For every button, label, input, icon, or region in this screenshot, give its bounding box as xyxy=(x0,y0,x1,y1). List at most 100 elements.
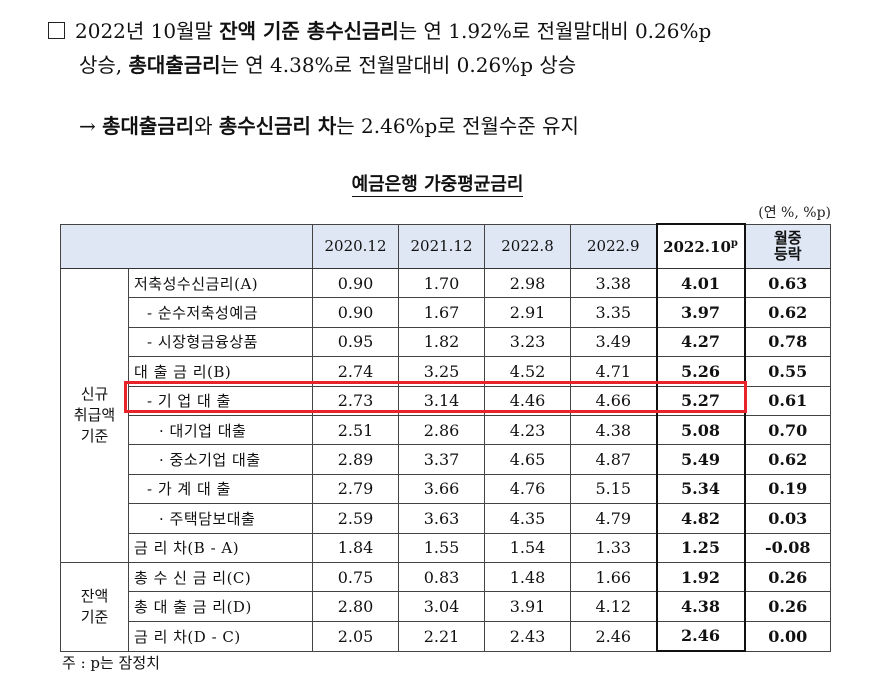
change-cell: 0.55 xyxy=(744,356,831,387)
value-cell: 3.91 xyxy=(484,591,571,622)
header-col: 2020.12 xyxy=(312,223,399,269)
value-cell: 1.67 xyxy=(398,297,485,328)
value-cell: 1.25 xyxy=(655,532,746,563)
table-row: · 대기업 대출 2.51 2.86 4.23 4.38 5.08 0.70 xyxy=(61,414,831,446)
value-cell: 4.46 xyxy=(484,385,571,416)
value-cell: 3.14 xyxy=(398,385,485,416)
change-cell: 0.19 xyxy=(744,473,831,505)
value-cell: 4.38 xyxy=(570,414,657,446)
value-cell: 2.86 xyxy=(398,414,485,446)
value-cell: 1.92 xyxy=(655,561,746,593)
row-label: 대 출 금 리(B) xyxy=(128,356,313,387)
header-blank xyxy=(60,223,313,269)
value-cell: 2.46 xyxy=(570,620,657,652)
row-label: 총 수 신 금 리(C) xyxy=(128,561,313,593)
value-cell: 4.76 xyxy=(484,473,571,505)
row-label: - 시장형금융상품 xyxy=(128,326,313,358)
value-cell: 1.55 xyxy=(398,532,485,563)
table-row: - 가 계 대 출 2.79 3.66 4.76 5.15 5.34 0.19 xyxy=(61,473,831,505)
value-cell: 1.33 xyxy=(570,532,657,563)
value-cell: 5.27 xyxy=(655,385,746,416)
value-cell: 2.89 xyxy=(312,444,399,475)
summary-paragraph-1: 2022년 10월말 잔액 기준 총수신금리는 연 1.92%로 전월말대비 0… xyxy=(48,14,858,82)
header-col-change: 월중 등락 xyxy=(744,223,831,269)
value-cell: 4.01 xyxy=(655,267,746,299)
value-cell: 5.49 xyxy=(655,444,746,475)
checkbox-square-icon xyxy=(48,22,65,39)
summary-line-2: 상승, 총대출금리는 연 4.38%로 전월말대비 0.26%p 상승 xyxy=(79,53,577,77)
header-col: 2022.8 xyxy=(484,223,571,269)
row-label: 금 리 차(B - A) xyxy=(128,532,313,563)
value-cell: 4.27 xyxy=(655,326,746,358)
value-cell: 2.05 xyxy=(312,620,399,652)
table-row: · 중소기업 대출 2.89 3.37 4.65 4.87 5.49 0.62 xyxy=(61,444,831,475)
table-row: 금 리 차(D - C) 2.05 2.21 2.43 2.46 2.46 0.00 xyxy=(61,620,831,653)
value-cell: 3.23 xyxy=(484,326,571,358)
value-cell: 0.95 xyxy=(312,326,399,358)
table-row: · 주택담보대출 2.59 3.63 4.35 4.79 4.82 0.03 xyxy=(61,503,831,534)
row-label: · 대기업 대출 xyxy=(128,414,313,446)
header-col: 2021.12 xyxy=(398,223,485,269)
value-cell: 2.46 xyxy=(655,620,746,653)
group-balance-basis: 잔액 기준 xyxy=(60,561,129,652)
value-cell: 5.15 xyxy=(570,473,657,505)
table-header-row: 2020.12 2021.12 2022.8 2022.9 2022.10p 월… xyxy=(60,223,831,269)
group-new-basis: 신규 취급액 기준 xyxy=(60,268,129,563)
value-cell: 0.75 xyxy=(312,561,399,593)
table-row: 잔액 기준 총 수 신 금 리(C) 0.75 0.83 1.48 1.66 1.92 0.26 xyxy=(60,561,831,652)
value-cell: 3.37 xyxy=(398,444,485,475)
row-label: 금 리 차(D - C) xyxy=(128,620,313,652)
value-cell: 4.52 xyxy=(484,356,571,387)
change-cell: 0.03 xyxy=(744,503,831,534)
value-cell: 2.80 xyxy=(312,591,399,622)
value-cell: 4.79 xyxy=(570,503,657,534)
row-label: · 중소기업 대출 xyxy=(128,444,313,475)
table-row: 대 출 금 리(B) 2.74 3.25 4.52 4.71 5.26 0.55 xyxy=(61,356,831,387)
value-cell: 4.65 xyxy=(484,444,571,475)
value-cell: 0.90 xyxy=(312,297,399,328)
value-cell: 1.82 xyxy=(398,326,485,358)
change-cell: -0.08 xyxy=(744,532,831,563)
unit-label: (연 %, %p) xyxy=(758,205,831,221)
row-label: - 가 계 대 출 xyxy=(128,473,313,505)
value-cell: 5.08 xyxy=(655,414,746,446)
value-cell: 4.71 xyxy=(570,356,657,387)
value-cell: 1.66 xyxy=(570,561,657,593)
value-cell: 2.59 xyxy=(312,503,399,534)
value-cell: 4.23 xyxy=(484,414,571,446)
value-cell: 3.35 xyxy=(570,297,657,328)
value-cell: 4.82 xyxy=(655,503,746,534)
value-cell: 0.90 xyxy=(312,267,399,299)
value-cell: 4.87 xyxy=(570,444,657,475)
value-cell: 5.34 xyxy=(655,473,746,505)
row-label: - 순수저축성예금 xyxy=(128,297,313,328)
summary-line-1: 2022년 10월말 잔액 기준 총수신금리는 연 1.92%로 전월말대비 0… xyxy=(48,14,858,48)
value-cell: 2.74 xyxy=(312,356,399,387)
value-cell: 2.51 xyxy=(312,414,399,446)
value-cell: 3.97 xyxy=(655,297,746,328)
row-label: 총 대 출 금 리(D) xyxy=(128,591,313,622)
change-cell: 0.63 xyxy=(744,267,831,299)
summary-paragraph-2: → 총대출금리와 총수신금리 차는 2.46%p로 전월수준 유지 xyxy=(79,114,579,138)
change-cell: 0.70 xyxy=(744,414,831,446)
table-row: - 기 업 대 출 2.73 3.14 4.46 4.66 5.27 0.61 xyxy=(61,385,831,416)
change-cell: 0.62 xyxy=(744,444,831,475)
interest-rate-table: 2020.12 2021.12 2022.8 2022.9 2022.10p 월… xyxy=(60,223,831,653)
value-cell: 1.48 xyxy=(484,561,571,593)
table-row: 총 대 출 금 리(D) 2.80 3.04 3.91 4.12 4.38 0.26 xyxy=(61,591,831,622)
change-cell: 0.61 xyxy=(744,385,831,416)
row-label: 저축성수신금리(A) xyxy=(128,267,313,299)
bold-deposit-rate: 잔액 기준 총수신금리 xyxy=(219,19,399,43)
table-row: 신규 취급액 기준 저축성수신금리(A) 0.90 1.70 2.98 3.38 4.01 0.6… xyxy=(60,267,831,563)
value-cell: 2.21 xyxy=(398,620,485,652)
value-cell: 4.12 xyxy=(570,591,657,622)
table-title: 예금은행 가중평균금리 xyxy=(351,174,524,197)
bold-loan-rate: 총대출금리 xyxy=(128,53,221,77)
value-cell: 2.43 xyxy=(484,620,571,652)
value-cell: 3.49 xyxy=(570,326,657,358)
header-col-highlight: 2022.10p xyxy=(655,223,746,269)
value-cell: 5.26 xyxy=(655,356,746,387)
header-col: 2022.9 xyxy=(570,223,657,269)
value-cell: 2.98 xyxy=(484,267,571,299)
footnote: 주 : p는 잠정치 xyxy=(62,654,160,672)
